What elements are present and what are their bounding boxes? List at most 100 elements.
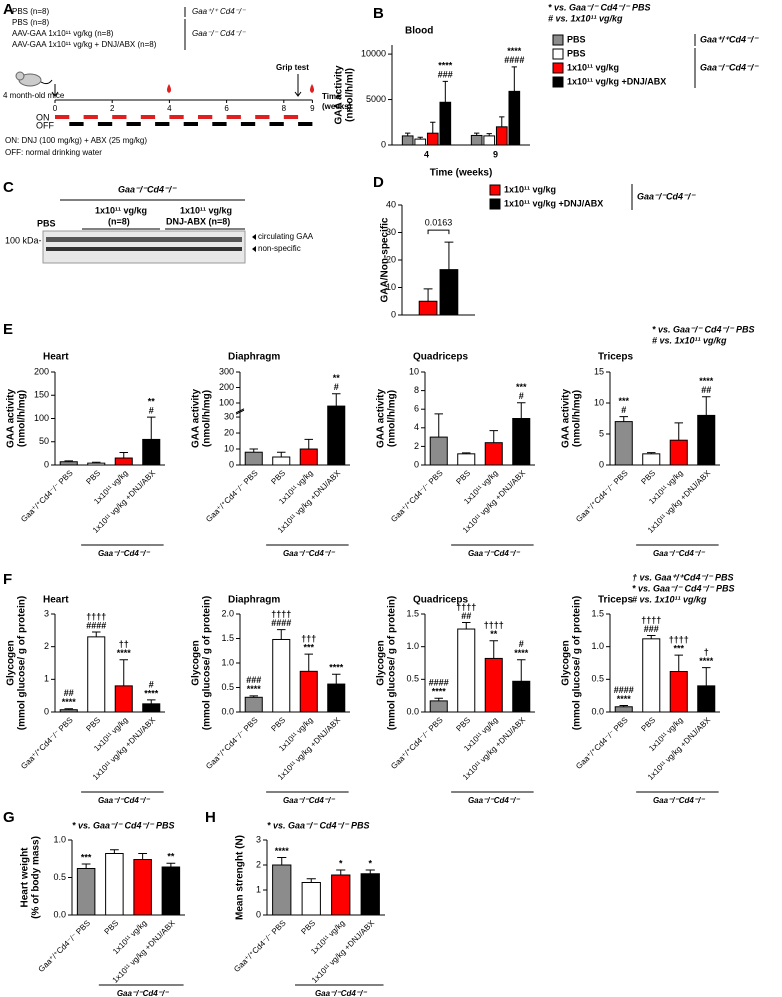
error-bar (516, 659, 526, 682)
band-arrow (252, 234, 256, 240)
bar (87, 462, 106, 466)
legend-label: PBS (567, 48, 586, 58)
bar (429, 436, 448, 466)
significance-label: †††† (456, 602, 476, 612)
bar (105, 853, 124, 916)
significance-label: *** (81, 852, 92, 862)
chart-title: Quadriceps (413, 352, 468, 363)
bar (244, 696, 263, 713)
x-tick-label: PBS (454, 716, 472, 734)
bar (272, 456, 291, 466)
y-tick-label: 2 (414, 441, 419, 451)
time-tick-label: 4 (167, 104, 172, 113)
significance-label: # (149, 679, 154, 689)
group-label: Gaa⁻/⁻Cd4⁻/⁻ (98, 796, 150, 805)
bar (299, 670, 318, 713)
significance-label: # (519, 391, 524, 401)
panel-letter: D (373, 174, 384, 191)
chart-title: Blood (405, 26, 433, 37)
y-tick-label: 0.5 (406, 674, 419, 684)
lane-label: 1x10¹¹ vg/kg (180, 205, 232, 215)
error-bar (417, 136, 423, 140)
y-tick-label: 0 (381, 139, 386, 149)
significance-label: #### (614, 685, 634, 695)
panel-letter: G (3, 809, 15, 826)
bar (508, 90, 521, 146)
x-tick-label: PBS (269, 716, 287, 734)
off-segment (298, 122, 313, 126)
error-bar (109, 849, 119, 854)
y-tick-label: 2 (44, 641, 49, 651)
y-tick-label: 0 (229, 459, 234, 469)
panel-letter: B (373, 5, 384, 22)
y-tick-label: 40 (386, 199, 396, 209)
legend-group-label: Gaa⁺/⁺Cd4⁻/⁻ (700, 34, 759, 44)
note: # vs. 1x10¹¹ vg/kg (548, 13, 623, 23)
y-tick-label: 8 (414, 385, 419, 395)
error-bar (434, 413, 444, 438)
legend-group-label: Gaa⁻/⁻Cd4⁻/⁻ (637, 191, 696, 201)
x-tick-label: Gaa⁺/⁺Cd4⁻/⁻ PBS (19, 469, 74, 524)
bar (401, 135, 414, 146)
error-bar (474, 132, 480, 136)
error-bar (91, 631, 101, 637)
legend-label: 1x10¹¹ vg/kg (504, 184, 556, 194)
bar (457, 628, 476, 713)
group-label: Gaa⁻/⁻Cd4⁻/⁻ (283, 796, 335, 805)
genotype-label: Gaa⁻/⁻ Cd4⁻/⁻ (192, 29, 246, 38)
panel-letter: A (3, 1, 14, 18)
bar (642, 638, 661, 713)
bar (327, 405, 346, 466)
group-label: Gaa⁻/⁻Cd4⁻/⁻ (117, 989, 169, 997)
x-tick-label: PBS (454, 469, 472, 487)
error-bar (619, 416, 629, 422)
y-tick-label: 3 (44, 608, 49, 618)
y-axis-title: (mmol glucose/ g of protein) (202, 596, 213, 730)
chart-title: Quadriceps (413, 595, 468, 606)
on-segment (112, 115, 127, 119)
significance-label: *** (673, 644, 684, 654)
y-axis-title: (nmol/h/mg) (202, 390, 213, 447)
on-label: ON (36, 112, 50, 122)
error-bar (304, 438, 314, 450)
y-tick-label: 0.0 (406, 706, 419, 716)
y-tick-label: 0.5 (53, 872, 66, 882)
y-axis-title: (nmol/h/mg) (572, 390, 583, 447)
y-axis-title: (mmol glucose/ g of protein) (387, 596, 398, 730)
y-tick-label: 2 (256, 859, 261, 869)
group-label: Gaa⁻/⁻Cd4⁻/⁻ (653, 796, 705, 805)
y-tick-label: 0 (599, 459, 604, 469)
note: * vs. Gaa⁻/⁻ Cd4⁻/⁻ PBS (72, 820, 175, 830)
note: † vs. Gaa⁺/⁺Cd4⁻/⁻ PBS (632, 572, 734, 582)
time-tick-label: 9 (310, 104, 315, 113)
y-tick-label: 150 (34, 390, 49, 400)
lane-label: PBS (37, 218, 56, 228)
y-tick-label: 200 (219, 382, 234, 392)
y-axis-title: (% of body mass) (31, 836, 42, 919)
bar (614, 706, 633, 713)
significance-label: † (704, 647, 709, 657)
y-axis-title: Heart weight (20, 847, 31, 908)
off-segment (240, 122, 256, 126)
error-bar (461, 452, 471, 454)
significance-label: **** (514, 648, 529, 658)
mice-label: 4 month-old mice (3, 91, 65, 100)
panel-letter: H (205, 809, 216, 826)
on-segment (169, 115, 184, 119)
bar (439, 101, 452, 146)
blot (42, 230, 246, 264)
y-tick-label: 5 (599, 428, 604, 438)
error-bar (486, 133, 492, 136)
band-arrow (252, 246, 256, 252)
significance-label: †††† (641, 615, 661, 625)
error-bar (249, 448, 259, 453)
bar (59, 461, 78, 466)
off-segment (69, 122, 84, 126)
error-bar (444, 241, 454, 270)
legend-swatch (489, 184, 501, 196)
panel-letter: C (3, 179, 14, 196)
y-tick-label: 300 (219, 366, 234, 376)
note: * vs. Gaa⁻/⁻ Cd4⁻/⁻ PBS (632, 583, 735, 593)
error-bar (306, 878, 316, 883)
y-tick-label: 1 (44, 674, 49, 684)
